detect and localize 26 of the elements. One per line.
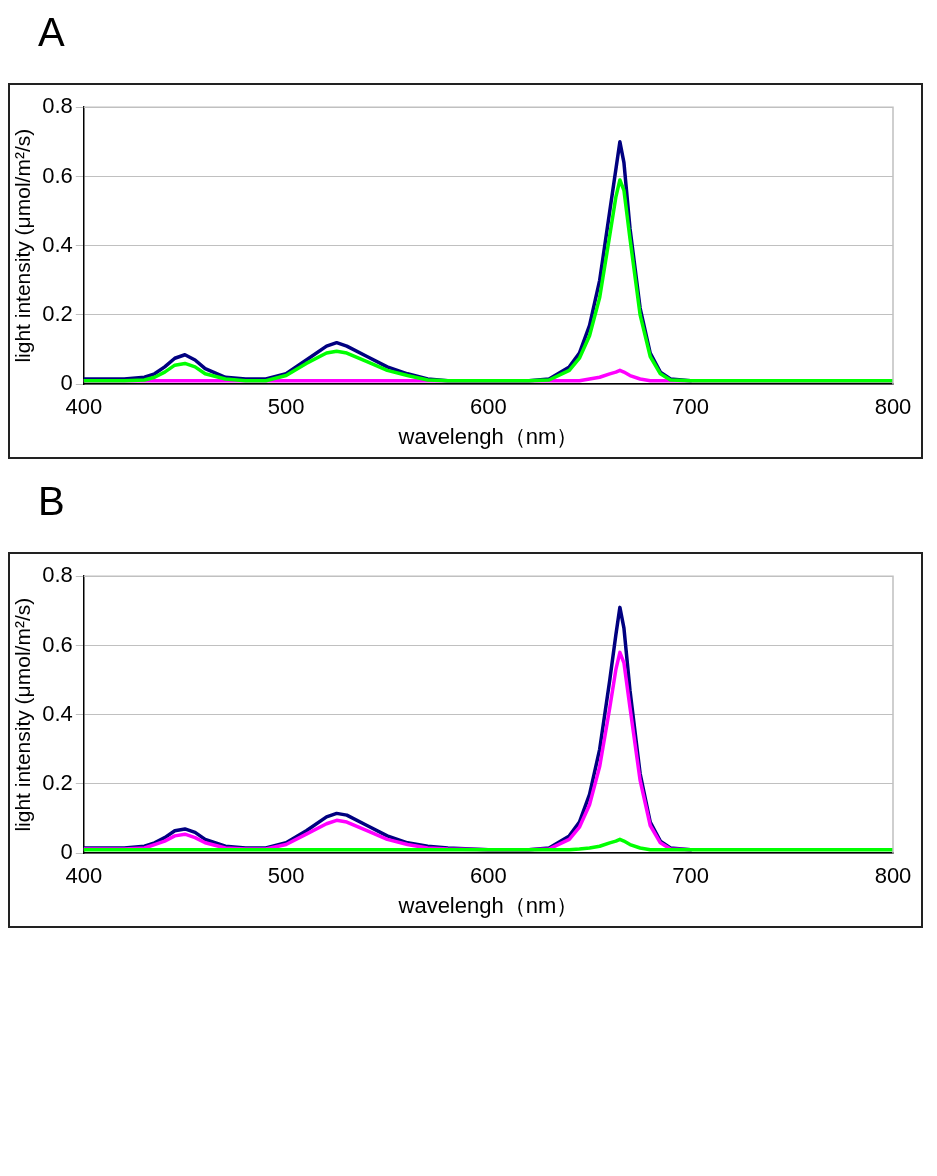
y-tick-label: 0.4 — [42, 700, 73, 726]
y-tick-label: 0 — [60, 839, 73, 865]
y-tick-label: 0.8 — [42, 562, 73, 588]
x-axis-title: wavelengh（nm） — [397, 423, 579, 449]
x-tick-label: 600 — [470, 394, 507, 420]
y-tick-label: 0.8 — [42, 93, 73, 119]
x-axis-title: wavelengh（nm） — [397, 892, 579, 918]
y-tick-label: 0.4 — [42, 231, 73, 257]
x-tick-label: 600 — [470, 863, 507, 889]
chart-title: A — [38, 10, 66, 55]
x-tick-label: 700 — [672, 863, 710, 889]
x-tick-label: 500 — [267, 863, 305, 889]
y-tick-label: 0.2 — [42, 770, 73, 796]
x-tick-label: 800 — [874, 394, 912, 420]
chart-title: B — [38, 479, 66, 524]
x-tick-label: 800 — [874, 863, 912, 889]
x-tick-label: 400 — [65, 394, 103, 420]
y-axis-title: light intensity (μmol/m²/s) — [11, 597, 35, 832]
x-tick-label: 700 — [672, 394, 710, 420]
y-tick-label: 0.2 — [42, 301, 73, 327]
y-tick-label: 0.6 — [42, 631, 73, 657]
x-tick-label: 500 — [267, 394, 305, 420]
y-axis-title: light intensity (μmol/m²/s) — [11, 128, 35, 363]
y-tick-label: 0 — [60, 370, 73, 396]
x-tick-label: 400 — [65, 863, 103, 889]
y-tick-label: 0.6 — [42, 162, 73, 188]
